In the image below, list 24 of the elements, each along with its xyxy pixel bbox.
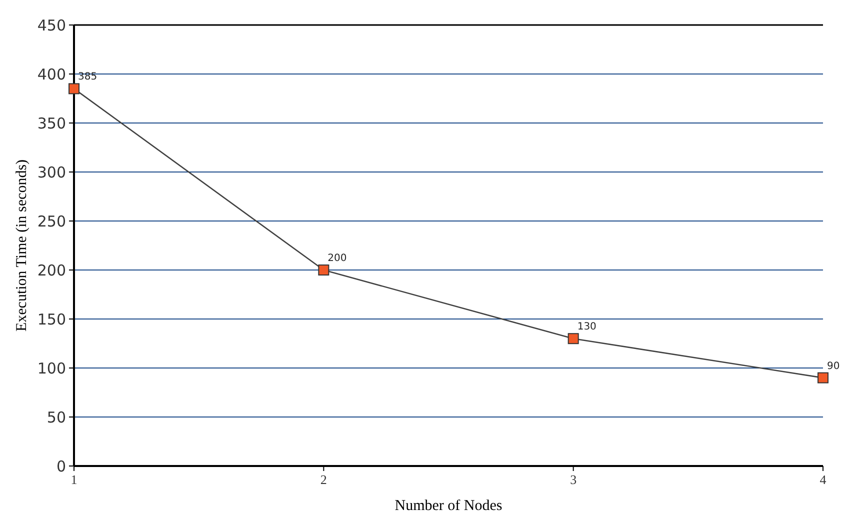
y-tick-label: 0 (56, 457, 66, 476)
y-tick-label: 200 (37, 261, 66, 280)
x-tick-label: 4 (820, 472, 827, 487)
y-tick-label: 400 (37, 65, 66, 84)
data-label: 385 (78, 72, 98, 83)
x-tick-label: 1 (70, 472, 78, 487)
point (318, 264, 330, 276)
data-label: 200 (328, 253, 347, 264)
y-tick-label: 350 (37, 114, 66, 132)
x-tick-label: 3 (570, 472, 577, 487)
point (568, 333, 579, 344)
y-tick-label: 50 (46, 408, 66, 426)
y-tick-label: 300 (37, 163, 66, 182)
y-axis-title: Execution Time (in seconds) (14, 159, 30, 332)
y-tick-label: 100 (37, 359, 66, 378)
y-tick-label: 450 (37, 16, 66, 34)
y-tick-label: 250 (37, 212, 66, 230)
y-tick-label: 150 (37, 310, 66, 328)
data-label: 90 (827, 360, 840, 372)
point (818, 372, 828, 384)
x-axis-title: Number of Nodes (394, 498, 502, 514)
data-label: 130 (577, 322, 596, 333)
x-tick-label: 2 (320, 472, 327, 487)
point (68, 83, 80, 94)
